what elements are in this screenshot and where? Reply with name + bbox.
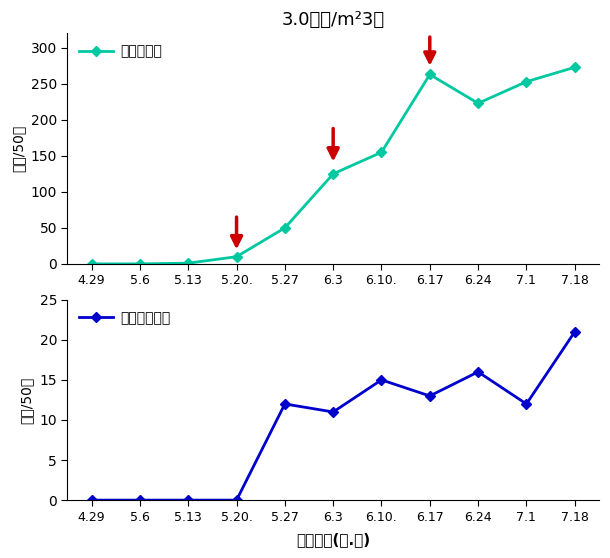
칠레이리응애 [378,377,385,383]
X-axis label: 조사일자(월.일): 조사일자(월.일) [296,532,370,547]
Title: 3.0마리/m²3회: 3.0마리/m²3회 [282,11,385,29]
칠레이리응애 [233,497,240,503]
점박이응애 [233,253,240,260]
Y-axis label: 마리/50폈: 마리/50폈 [20,376,34,424]
점박이응애 [136,261,143,267]
Legend: 칠레이리응애: 칠레이리응애 [74,307,174,329]
점박이응애 [475,100,482,107]
점박이응애 [378,149,385,156]
점박이응애 [571,64,578,71]
칠레이리응애 [136,497,143,503]
Y-axis label: 마리/50폈: 마리/50폈 [11,125,25,172]
칠레이리응애 [88,497,95,503]
칠레이리응애 [281,401,289,407]
점박이응애 [523,78,530,85]
점박이응애 [329,171,337,177]
점박이응애 [281,224,289,231]
칠레이리응애 [571,329,578,335]
점박이응애 [88,261,95,267]
점박이응애 [426,71,434,78]
점박이응애 [185,260,192,267]
Line: 칠레이리응애: 칠레이리응애 [88,328,578,504]
Line: 점박이응애: 점박이응애 [88,64,578,267]
칠레이리응애 [523,401,530,407]
칠레이리응애 [185,497,192,503]
칠레이리응애 [329,408,337,415]
Legend: 점박이응애: 점박이응애 [74,40,167,62]
칠레이리응애 [475,368,482,375]
칠레이리응애 [426,393,434,400]
